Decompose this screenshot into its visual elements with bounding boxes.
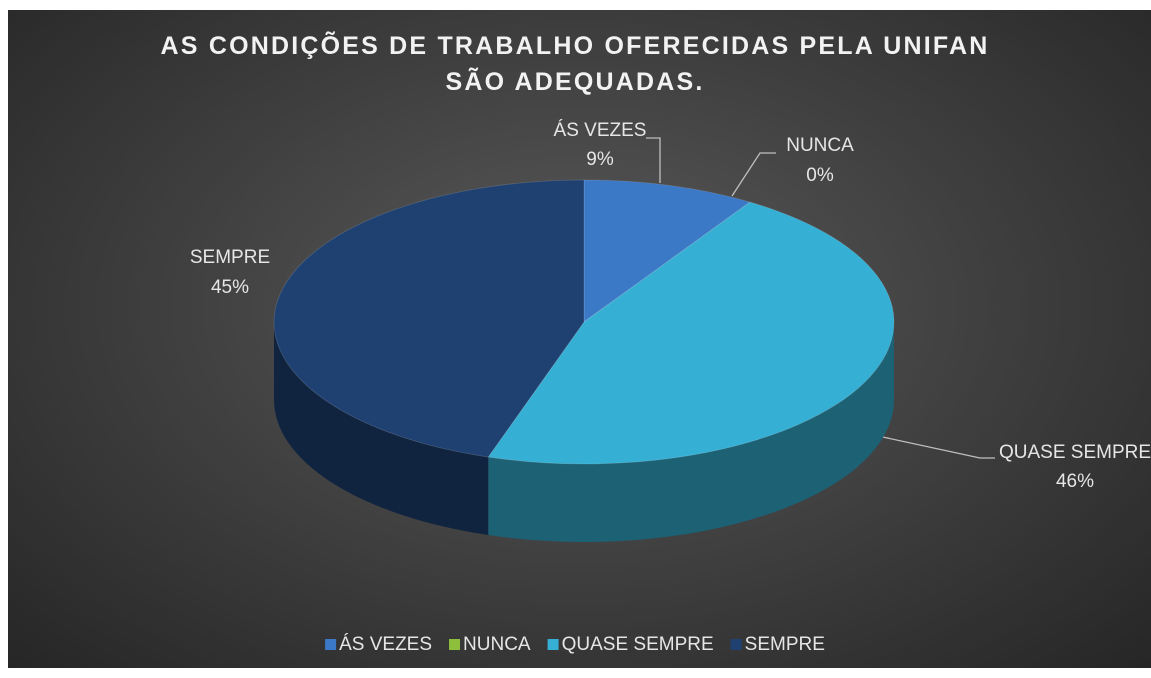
- data-label-value: 0%: [806, 165, 834, 186]
- data-label-value: 46%: [1056, 471, 1094, 492]
- data-label-name: ÁS VEZES: [554, 120, 647, 141]
- legend-swatch: [547, 639, 559, 650]
- legend-label: ÁS VEZES: [339, 634, 432, 655]
- legend-label: SEMPRE: [745, 634, 825, 655]
- legend-swatch: [449, 639, 461, 650]
- data-label-name: QUASE SEMPRE: [999, 442, 1151, 463]
- legend-label: NUNCA: [463, 634, 531, 655]
- pie-slice-side: [488, 322, 894, 542]
- pie-slice: [583, 179, 752, 323]
- leader-line: [731, 152, 776, 197]
- leader-line: [877, 435, 995, 459]
- pie-slice-side: [274, 322, 489, 536]
- data-label-name: NUNCA: [786, 135, 854, 156]
- legend-swatch: [730, 639, 742, 650]
- leader-line: [646, 137, 661, 183]
- pie-slice: [487, 201, 895, 465]
- chart-title: AS CONDIÇÕES DE TRABALHO OFERECIDAS PELA…: [160, 32, 990, 96]
- data-label-value: 45%: [211, 277, 249, 298]
- pie-slice: [273, 179, 585, 458]
- data-label-name: SEMPRE: [190, 247, 270, 268]
- data-label-value: 9%: [586, 149, 614, 170]
- legend-label: QUASE SEMPRE: [562, 634, 714, 655]
- legend-swatch: [325, 639, 337, 650]
